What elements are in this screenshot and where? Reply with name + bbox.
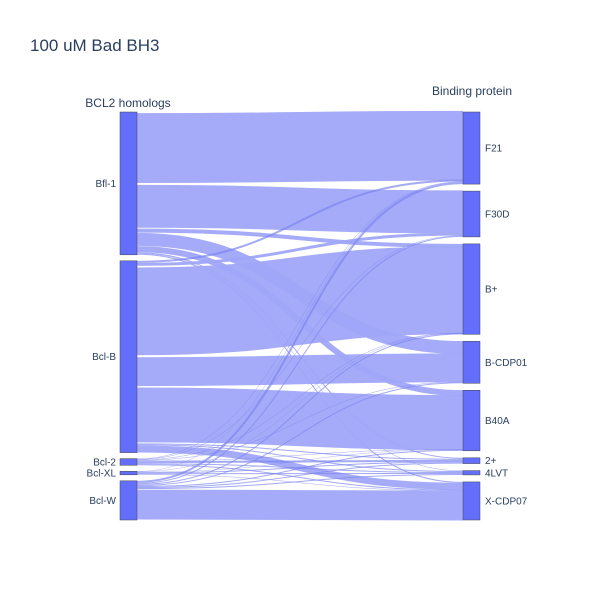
target-node-2[interactable] xyxy=(462,457,481,464)
source-label-bcl-2: Bcl-2 xyxy=(93,457,116,468)
target-node-b-cdp01[interactable] xyxy=(462,341,481,384)
source-label-bcl-xl: Bcl-XL xyxy=(87,469,117,480)
link-bcl-w-to-b40a[interactable] xyxy=(136,449,464,487)
target-label-f21: F21 xyxy=(485,144,503,155)
link-bcl-b-to-f21[interactable] xyxy=(136,179,464,263)
link-bcl-2-to-f21[interactable] xyxy=(136,181,464,460)
target-node-4lvt[interactable] xyxy=(462,470,481,476)
source-node-bcl-w[interactable] xyxy=(119,480,138,521)
target-node-x-cdp07[interactable] xyxy=(462,481,481,521)
link-bcl-2-to-x-cdp07[interactable] xyxy=(136,464,464,491)
target-node-b40a[interactable] xyxy=(462,390,481,452)
target-node-b[interactable] xyxy=(462,243,481,335)
link-bcl-w-to-b[interactable] xyxy=(136,333,464,485)
link-bfl-1-to-f30d[interactable] xyxy=(136,184,464,234)
link-bcl-xl-to-f21[interactable] xyxy=(136,181,464,472)
link-bcl-w-to-f30d[interactable] xyxy=(136,235,464,484)
chart-title: 100 uM Bad BH3 xyxy=(30,36,159,55)
link-bcl-b-to-b-cdp01[interactable] xyxy=(136,353,464,387)
source-label-bfl-1: Bfl-1 xyxy=(95,179,116,190)
target-label-4lvt: 4LVT xyxy=(485,468,508,479)
target-column-header: Binding protein xyxy=(432,84,512,98)
link-bcl-xl-to-b[interactable] xyxy=(136,333,464,472)
link-bcl-xl-to-2[interactable] xyxy=(136,461,464,474)
target-label-b-cdp01: B-CDP01 xyxy=(485,358,528,369)
link-bcl-w-to-b-cdp01[interactable] xyxy=(136,382,464,486)
target-label-x-cdp07: X-CDP07 xyxy=(485,496,528,507)
target-label-b40a: B40A xyxy=(485,416,510,427)
source-node-bfl-1[interactable] xyxy=(119,111,138,256)
link-bcl-b-to-f30d[interactable] xyxy=(136,232,464,266)
link-bcl-xl-to-b40a[interactable] xyxy=(136,449,464,473)
source-node-bcl-xl[interactable] xyxy=(119,471,138,476)
link-bcl-2-to-b[interactable] xyxy=(136,332,464,461)
link-bcl-b-to-2[interactable] xyxy=(136,443,464,460)
target-label-b: B+ xyxy=(485,285,498,296)
link-bcl-xl-to-x-cdp07[interactable] xyxy=(136,474,464,492)
link-bcl-2-to-f30d[interactable] xyxy=(136,235,464,460)
source-node-bcl-b[interactable] xyxy=(119,260,138,453)
link-bcl-2-to-2[interactable] xyxy=(136,459,464,464)
target-node-f30d[interactable] xyxy=(462,190,481,238)
source-column-header: BCL2 homologs xyxy=(85,96,170,110)
link-bcl-2-to-b-cdp01[interactable] xyxy=(136,381,464,461)
link-bcl-2-to-b40a[interactable] xyxy=(136,449,464,462)
source-label-bcl-w: Bcl-W xyxy=(89,496,116,507)
link-bcl-w-to-4lvt[interactable] xyxy=(136,473,464,490)
source-label-bcl-b: Bcl-B xyxy=(92,352,116,363)
link-bcl-b-to-b[interactable] xyxy=(136,246,464,356)
target-node-f21[interactable] xyxy=(462,111,481,185)
link-bcl-w-to-f21[interactable] xyxy=(136,182,464,483)
link-bcl-w-to-2[interactable] xyxy=(136,462,464,489)
target-label-2: 2+ xyxy=(485,456,497,467)
target-label-f30d: F30D xyxy=(485,210,509,221)
link-bcl-w-to-x-cdp07[interactable] xyxy=(136,489,464,521)
link-bfl-1-to-f21[interactable] xyxy=(136,110,464,184)
source-node-bcl-2[interactable] xyxy=(119,458,138,466)
link-bcl-b-to-b40a[interactable] xyxy=(136,387,464,450)
link-bcl-b-to-4lvt[interactable] xyxy=(136,444,464,473)
links-layer xyxy=(136,110,464,521)
link-bfl-1-to-b[interactable] xyxy=(136,228,464,248)
